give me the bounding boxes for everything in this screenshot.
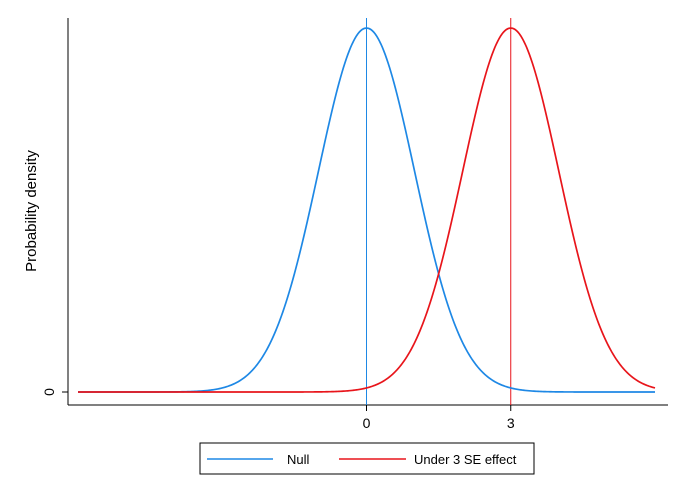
legend: Null Under 3 SE effect	[199, 442, 535, 475]
y-axis-title: Probability density	[23, 150, 40, 272]
legend-label-null: Null	[287, 452, 310, 467]
axes-group	[67, 18, 668, 406]
marks-group	[78, 18, 656, 405]
legend-label-effect: Under 3 SE effect	[414, 452, 517, 467]
x-tick-label: 3	[507, 415, 515, 431]
x-tick-label: 0	[363, 415, 371, 431]
series-line-effect	[78, 27, 656, 393]
y-tick-label: 0	[41, 388, 57, 396]
